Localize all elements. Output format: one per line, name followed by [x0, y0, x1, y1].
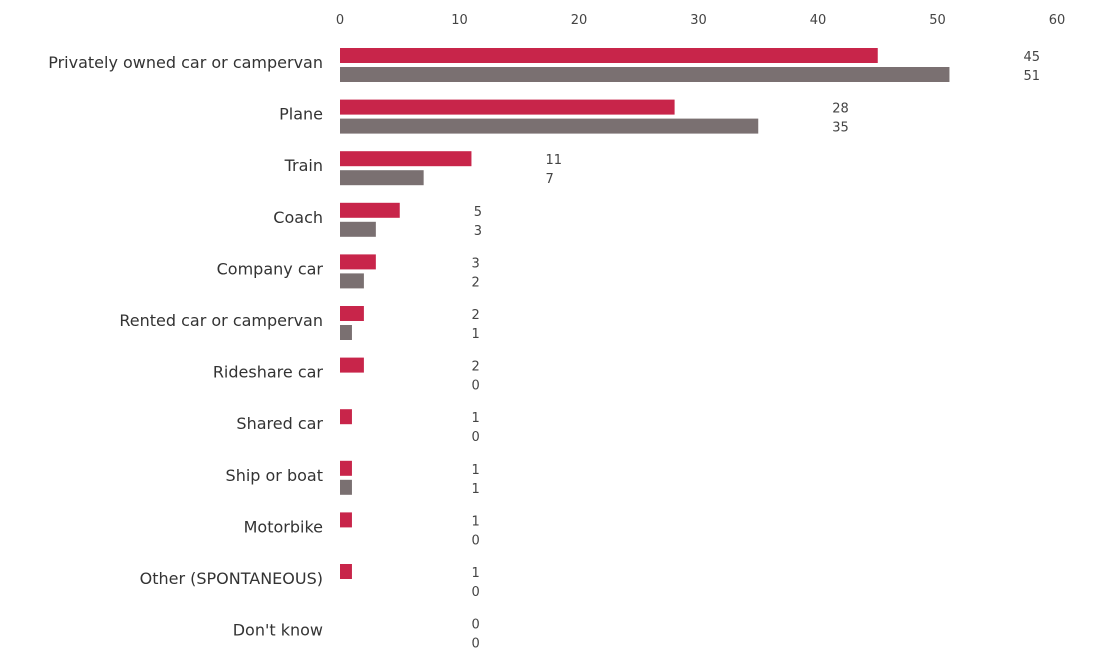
bar-series-2: [340, 118, 759, 134]
data-label: 45: [1023, 50, 1040, 65]
x-tick-label: 40: [810, 13, 827, 28]
category-label: Shared car: [236, 414, 323, 433]
x-tick-label: 60: [1049, 13, 1066, 28]
bar-series-1: [340, 151, 472, 167]
data-label: 51: [1023, 69, 1040, 84]
bars: [340, 48, 950, 579]
bar-series-1: [340, 460, 352, 476]
bar-series-1: [340, 254, 376, 270]
data-label: 0: [471, 430, 479, 445]
data-label: 0: [471, 379, 479, 394]
data-label: 0: [471, 637, 479, 648]
x-tick-label: 20: [571, 13, 588, 28]
data-label: 0: [471, 533, 479, 548]
bar-series-2: [340, 325, 352, 340]
category-labels: Privately owned car or campervan Plane Tra…: [48, 53, 323, 640]
data-label: 3: [471, 256, 479, 271]
data-label: 35: [832, 121, 849, 136]
bar-series-1: [340, 48, 878, 63]
data-label: 11: [545, 153, 562, 168]
category-label: Company car: [217, 259, 324, 278]
data-label: 1: [471, 514, 479, 529]
bar-series-1: [340, 564, 352, 579]
category-label: Don't know: [233, 621, 323, 640]
bar-series-1: [340, 99, 675, 115]
bar-series-1: [340, 512, 352, 528]
category-label: Motorbike: [244, 517, 323, 536]
data-label: 1: [471, 327, 479, 342]
category-label: Ship or boat: [226, 466, 323, 485]
bar-series-2: [340, 479, 352, 495]
x-tick-label: 10: [451, 13, 468, 28]
data-label: 1: [471, 463, 479, 478]
x-tick-label: 30: [690, 13, 707, 28]
data-label: 2: [471, 308, 479, 323]
data-label: 0: [471, 618, 479, 633]
category-label: Rented car or campervan: [119, 311, 323, 330]
data-label: 1: [471, 482, 479, 497]
bar-series-2: [340, 170, 424, 186]
category-label: Plane: [279, 105, 323, 124]
category-label: Coach: [273, 208, 323, 227]
data-label: 3: [474, 224, 482, 239]
bar-series-2: [340, 67, 950, 82]
data-label: 28: [832, 102, 849, 117]
category-label: Other (SPONTANEOUS): [140, 569, 323, 588]
data-label: 1: [471, 411, 479, 426]
bar-series-1: [340, 409, 352, 425]
bar-series-2: [340, 273, 364, 289]
data-label: 5: [474, 205, 482, 220]
category-label: Rideshare car: [213, 363, 324, 382]
category-label: Privately owned car or campervan: [48, 53, 323, 72]
category-label: Train: [284, 156, 323, 175]
bar-series-1: [340, 306, 364, 321]
x-axis: 0 10 20 30 40 50 60: [336, 13, 1065, 28]
x-tick-label: 50: [929, 13, 946, 28]
data-label: 7: [545, 172, 553, 187]
bar-series-1: [340, 202, 400, 218]
data-label: 2: [471, 275, 479, 290]
data-label: 2: [471, 360, 479, 375]
data-label: 0: [471, 585, 479, 600]
bar-series-2: [340, 221, 376, 237]
data-label: 1: [471, 566, 479, 581]
x-tick-label: 0: [336, 13, 344, 28]
bar-series-1: [340, 357, 364, 373]
